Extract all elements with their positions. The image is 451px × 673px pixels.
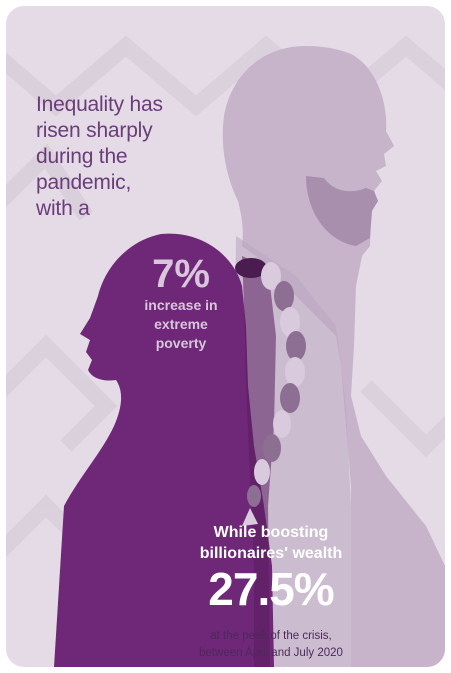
- poverty-label: increase in extreme poverty: [106, 296, 256, 353]
- man-silhouette: [222, 46, 445, 667]
- wealth-lead-line: While boosting: [213, 524, 329, 541]
- headline-line: pandemic,: [36, 171, 132, 194]
- wealth-percentage: 27.5%: [208, 563, 334, 615]
- headline: Inequality has risen sharply during the …: [36, 92, 226, 222]
- wealth-footnote: at the peak of the crisis, between April…: [144, 628, 398, 662]
- poverty-label-line: extreme: [154, 316, 208, 332]
- poverty-percentage: 7%: [152, 252, 210, 296]
- headline-line: during the: [36, 145, 128, 168]
- poverty-label-line: increase in: [144, 297, 218, 313]
- headline-line: with a: [36, 197, 90, 220]
- beard-shape: [306, 176, 378, 246]
- braid: [235, 258, 306, 526]
- wealth-lead: While boosting billionaires' wealth: [156, 522, 386, 564]
- headline-line: risen sharply: [36, 119, 153, 142]
- wealth-footnote-line: between April and July 2020: [199, 647, 343, 659]
- infographic-card: Inequality has risen sharply during the …: [6, 6, 445, 667]
- woman-silhouette: [54, 233, 274, 667]
- illustration: [6, 35, 445, 667]
- poverty-label-line: poverty: [155, 335, 207, 351]
- headline-line: Inequality has: [36, 93, 163, 116]
- wealth-lead-line: billionaires' wealth: [199, 545, 343, 562]
- wealth-footnote-line: at the peak of the crisis,: [210, 630, 332, 642]
